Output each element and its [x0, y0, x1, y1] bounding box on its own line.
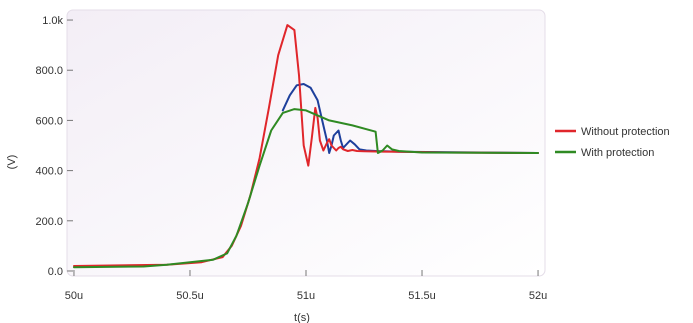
y-tick-label: 800.0 [35, 65, 63, 77]
y-tick-label: 1.0k [42, 15, 63, 27]
x-tick-label: 50u [65, 290, 83, 302]
y-tick-label: 600.0 [35, 115, 63, 127]
y-axis-label: (V) [6, 155, 18, 170]
legend-label-with-protection: With protection [581, 147, 654, 159]
legend-label-without-protection: Without protection [581, 126, 670, 138]
x-tick-label: 51.5u [408, 290, 436, 302]
x-tick-label: 51u [297, 290, 315, 302]
x-axis-label: t(s) [294, 312, 310, 323]
y-tick-label: 400.0 [35, 166, 63, 178]
y-tick-label: 0.0 [48, 266, 63, 278]
plot-area [66, 9, 546, 277]
y-tick-label: 200.0 [35, 216, 63, 228]
legend: Without protection With protection [555, 126, 670, 159]
series-line-blue [281, 83, 539, 154]
x-axis-ticks: 50u 50.5u 51u 51.5u 52u [65, 270, 547, 302]
x-tick-label: 52u [529, 290, 547, 302]
series-line-with-protection [73, 108, 539, 269]
x-tick-label: 50.5u [176, 290, 204, 302]
y-axis-ticks: 0.0 200.0 400.0 600.0 800.0 1.0k [35, 15, 73, 278]
series-layer [73, 24, 539, 269]
